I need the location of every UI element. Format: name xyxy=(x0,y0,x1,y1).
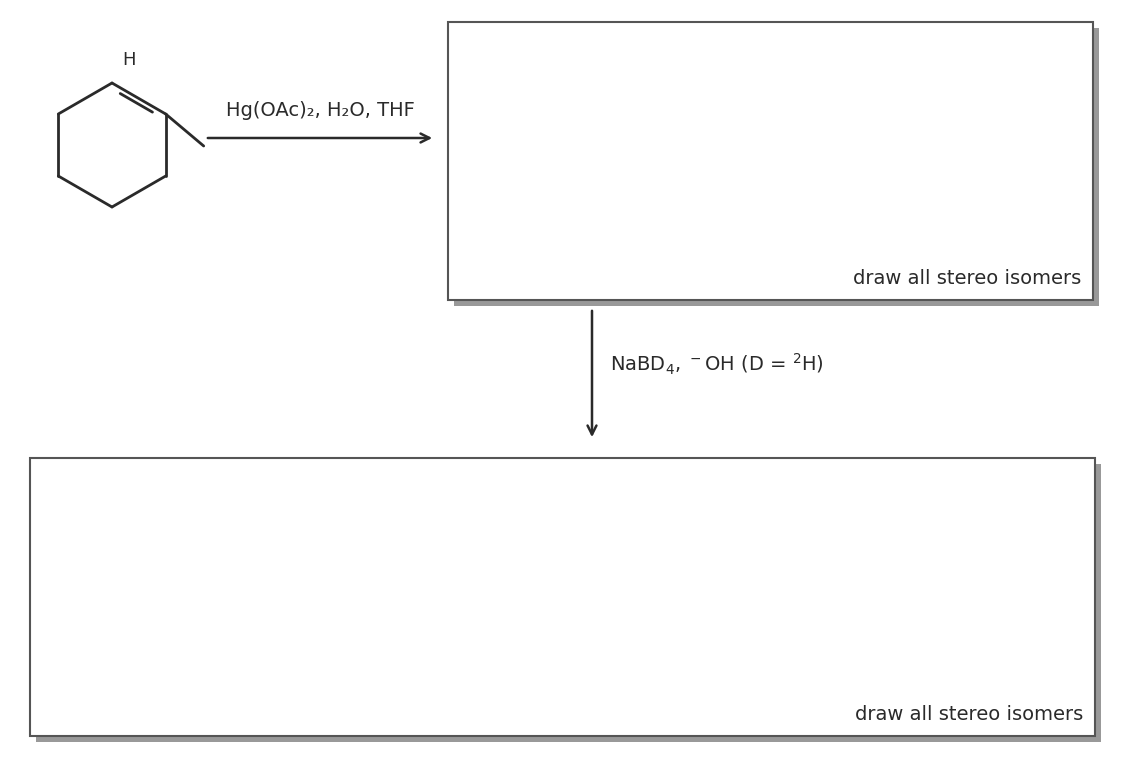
Bar xyxy=(455,28,1099,306)
Bar xyxy=(448,22,1094,300)
Text: draw all stereo isomers: draw all stereo isomers xyxy=(855,705,1083,724)
Bar xyxy=(36,464,1101,742)
Text: draw all stereo isomers: draw all stereo isomers xyxy=(853,269,1081,288)
Text: H: H xyxy=(122,51,135,69)
Text: NaBD$_4$, $^-$OH (D = $^2$H): NaBD$_4$, $^-$OH (D = $^2$H) xyxy=(610,351,824,376)
Bar xyxy=(30,458,1095,736)
Text: Hg(OAc)₂, H₂O, THF: Hg(OAc)₂, H₂O, THF xyxy=(225,101,414,120)
